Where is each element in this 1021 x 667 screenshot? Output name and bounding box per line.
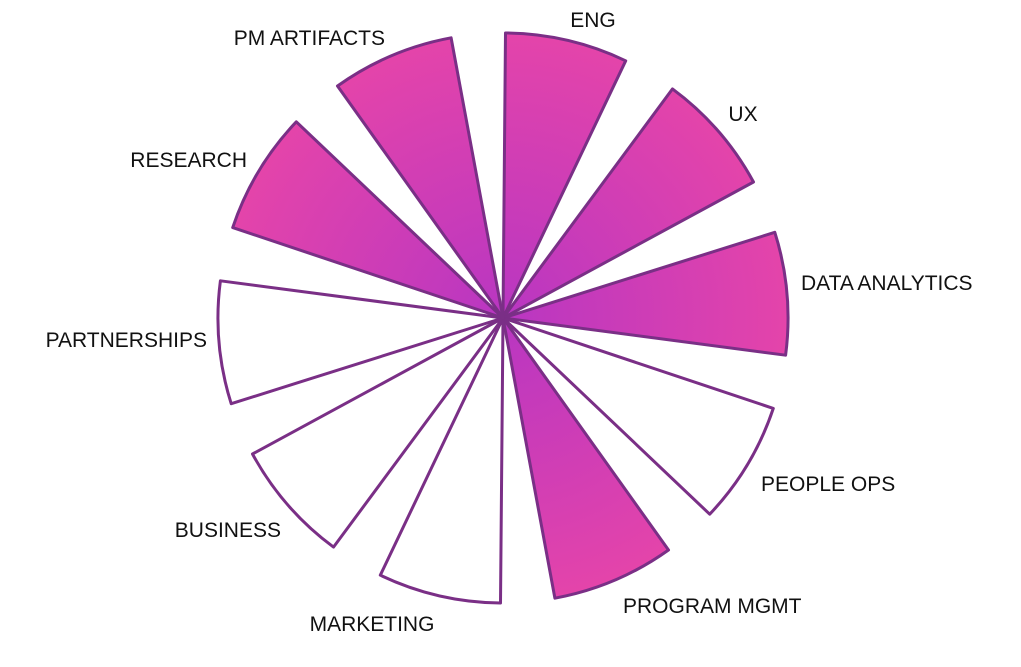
label-research: RESEARCH: [130, 149, 247, 172]
segment-pm-artifacts: [336, 36, 505, 320]
segment-partnerships: [216, 279, 505, 406]
segment-ux: [501, 87, 755, 320]
segment-program-mgmt: [501, 316, 670, 600]
label-data-analytics: DATA ANALYTICS: [801, 272, 973, 295]
label-pm-artifacts: PM ARTIFACTS: [234, 27, 385, 50]
label-marketing: MARKETING: [310, 613, 435, 636]
segment-people-ops: [501, 316, 775, 516]
segment-marketing: [378, 316, 505, 605]
label-program-mgmt: PROGRAM MGMT: [623, 595, 802, 618]
label-people-ops: PEOPLE OPS: [761, 473, 895, 496]
label-eng: ENG: [570, 9, 616, 32]
label-partnerships: PARTNERSHIPS: [46, 329, 207, 352]
segment-data-analytics: [501, 230, 790, 357]
segments-layer: [216, 31, 790, 605]
segment-eng: [501, 31, 628, 320]
segment-business: [251, 316, 505, 549]
labels-layer: ENG UX DATA ANALYTICS PEOPLE OPS PROGRAM…: [46, 9, 973, 636]
label-ux: UX: [728, 103, 757, 126]
label-business: BUSINESS: [175, 519, 281, 542]
segment-research: [231, 120, 505, 320]
